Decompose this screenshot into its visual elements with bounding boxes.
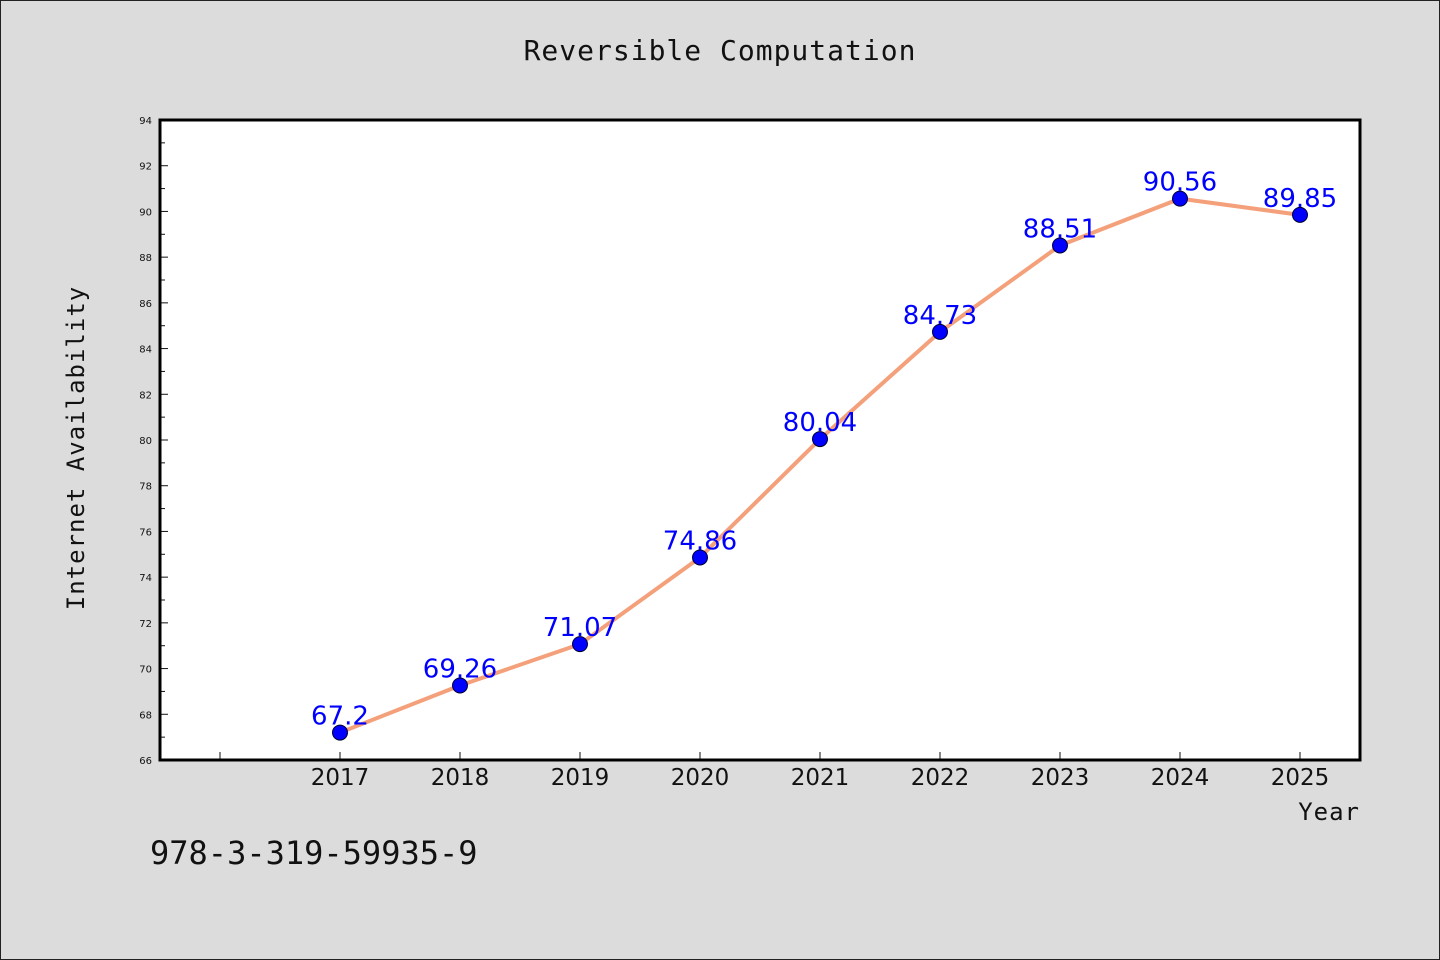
data-point [572, 636, 588, 653]
chart-title: Reversible Computation [523, 34, 917, 67]
x-tick-label: 2025 [1271, 765, 1330, 791]
y-tick-label: 82 [139, 390, 152, 401]
data-label: 67.2 [311, 702, 369, 732]
y-tick-label: 90 [139, 207, 152, 218]
data-point [692, 549, 708, 566]
data-label: 71.07 [543, 613, 617, 643]
y-tick-label: 92 [139, 162, 152, 173]
x-tick-label: 2021 [791, 765, 850, 791]
x-tick-label: 2019 [551, 765, 610, 791]
y-tick-label: 80 [139, 436, 152, 447]
data-point [932, 323, 948, 340]
x-tick-label: 2022 [911, 765, 970, 791]
y-axis-title: Internet Availability [62, 286, 90, 610]
data-point [812, 431, 828, 448]
x-tick-label: 2018 [431, 765, 490, 791]
y-tick-label: 66 [139, 756, 152, 767]
data-point [1052, 237, 1068, 254]
data-label: 89.85 [1263, 184, 1337, 214]
y-tick-label: 74 [139, 573, 152, 584]
y-tick-label: 88 [139, 253, 152, 264]
y-tick-label: 94 [139, 116, 152, 127]
x-tick-label: 2017 [311, 765, 370, 791]
y-tick-label: 76 [139, 527, 152, 538]
data-label: 74.86 [663, 526, 737, 556]
x-tick-label: 2020 [671, 765, 730, 791]
data-label: 90.56 [1143, 168, 1217, 198]
x-axis-title: Year [1298, 798, 1360, 826]
plot-area [160, 120, 1360, 760]
data-point [1172, 190, 1188, 207]
x-tick-label: 2024 [1151, 765, 1210, 791]
y-tick-label: 84 [139, 345, 152, 356]
y-tick-label: 68 [139, 710, 152, 721]
y-tick-label: 86 [139, 299, 152, 310]
footer-text: 978-3-319-59935-9 [150, 834, 478, 872]
data-point [332, 724, 348, 741]
data-point [1292, 206, 1308, 223]
data-label: 80.04 [783, 408, 857, 438]
x-tick-label: 2023 [1031, 765, 1090, 791]
data-label: 69.26 [423, 654, 497, 684]
data-label: 84.73 [903, 301, 977, 331]
plot-border [158, 118, 1362, 762]
data-point [452, 677, 468, 694]
data-label: 88.51 [1023, 214, 1097, 244]
y-tick-label: 70 [139, 665, 152, 676]
y-tick-label: 78 [139, 482, 152, 493]
y-tick-label: 72 [139, 619, 152, 630]
